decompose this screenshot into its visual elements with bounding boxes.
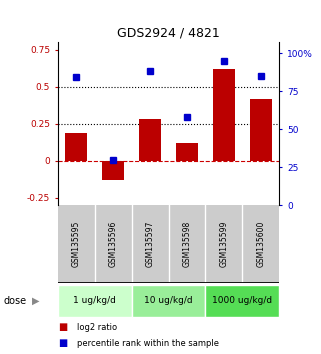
Text: 1000 ug/kg/d: 1000 ug/kg/d [212,296,273,305]
Bar [213,69,235,161]
Title: GDS2924 / 4821: GDS2924 / 4821 [117,27,220,40]
Text: GSM135597: GSM135597 [145,221,155,268]
Text: 10 ug/kg/d: 10 ug/kg/d [144,296,193,305]
Text: percentile rank within the sample: percentile rank within the sample [77,339,219,348]
Text: ▶: ▶ [32,296,39,306]
Text: log2 ratio: log2 ratio [77,323,117,332]
Text: dose: dose [3,296,26,306]
Bar [132,285,205,317]
Text: GSM135599: GSM135599 [219,221,229,268]
Bar [139,119,161,161]
Bar [176,143,198,161]
Bar [58,285,132,317]
Text: GSM135596: GSM135596 [108,221,118,268]
Bar [65,133,87,161]
Text: 1 ug/kg/d: 1 ug/kg/d [73,296,116,305]
Bar [102,161,124,180]
Text: ■: ■ [58,322,67,332]
Bar [205,285,279,317]
Bar [250,99,272,161]
Text: GSM135598: GSM135598 [182,221,192,267]
Text: ■: ■ [58,338,67,348]
Text: GSM135600: GSM135600 [256,221,265,268]
Text: GSM135595: GSM135595 [72,221,81,268]
